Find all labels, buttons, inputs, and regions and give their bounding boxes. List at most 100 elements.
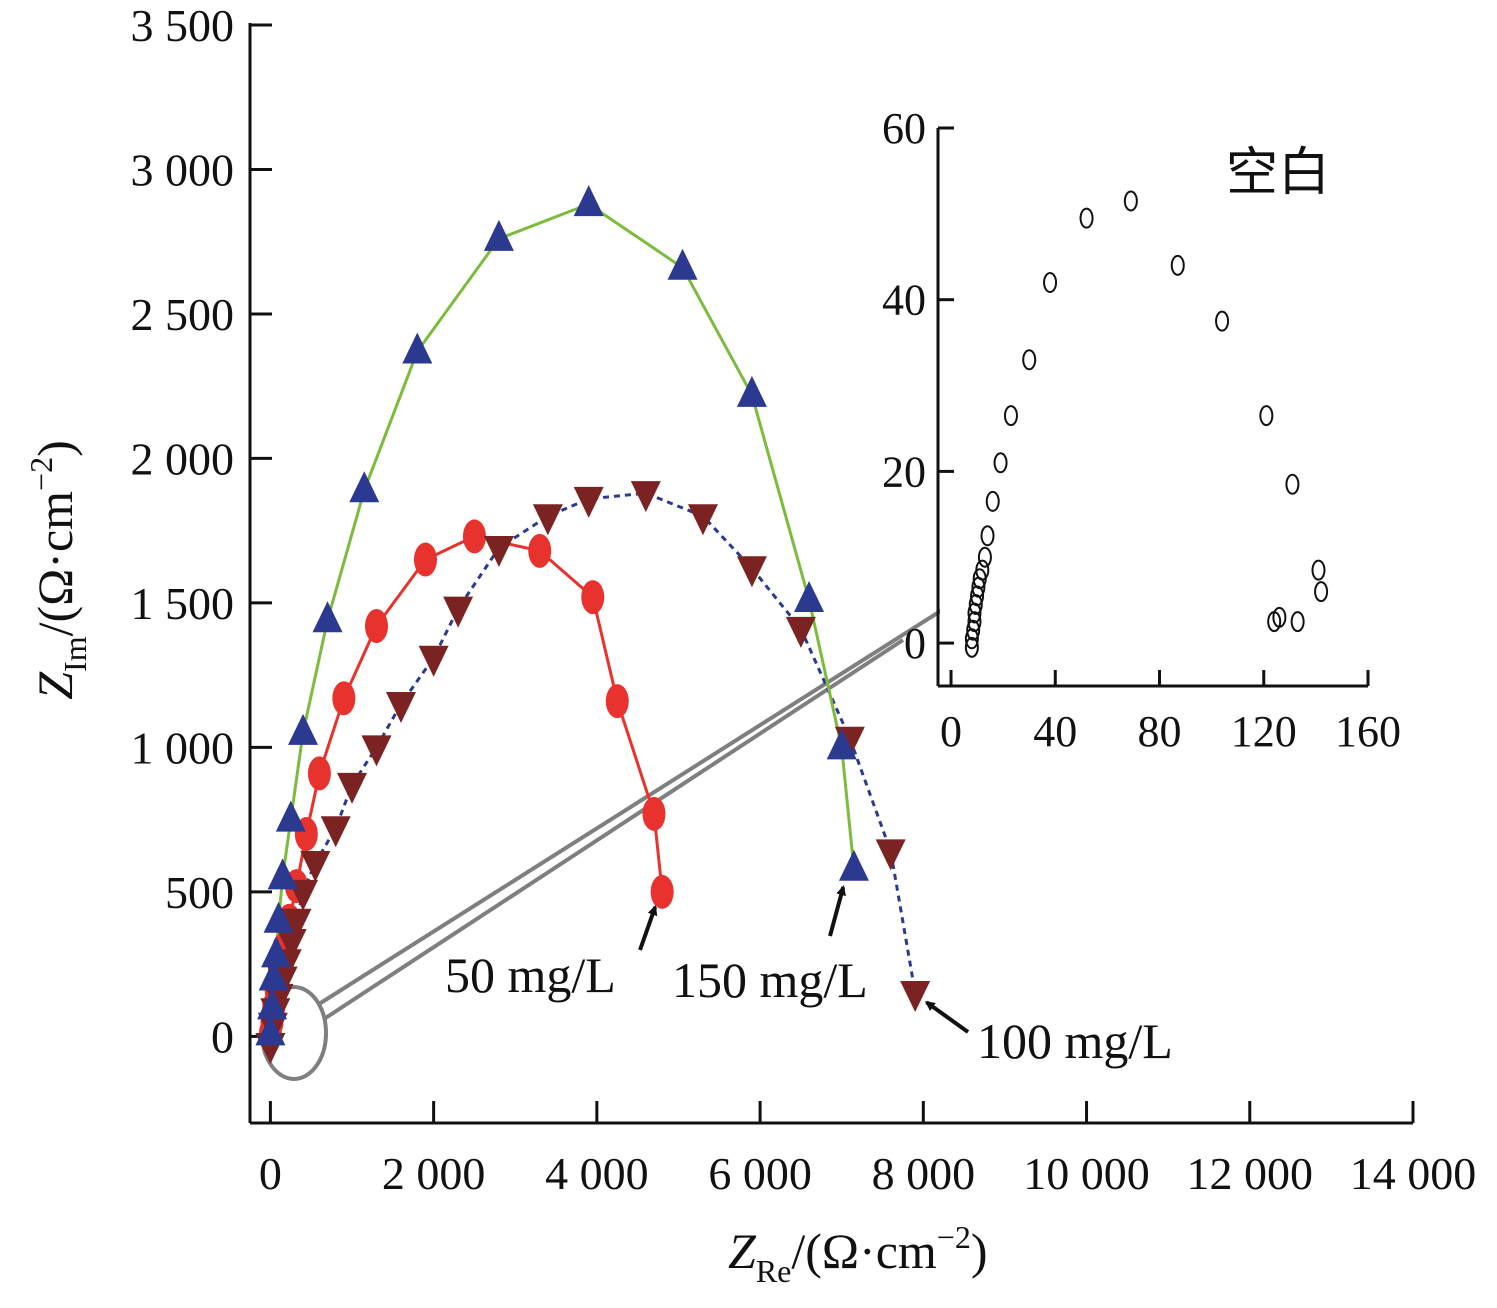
main-axis-labels: ZRe/(Ω·cm−2) ZIm/(Ω·cm−2) — [23, 440, 988, 1289]
inset-y-tick-label: 0 — [904, 619, 926, 668]
x-tick-label: 10 000 — [1023, 1148, 1150, 1199]
y-tick-label: 2 500 — [131, 289, 235, 340]
triangle-down-marker — [337, 772, 368, 804]
x-tick-label: 12 000 — [1187, 1148, 1314, 1199]
inset-y-tick-label: 40 — [882, 276, 926, 325]
y-tick-label: 0 — [211, 1011, 234, 1062]
x-tick-label: 2 000 — [382, 1148, 486, 1199]
open-circle-marker — [1259, 405, 1274, 427]
open-circle-marker — [1290, 611, 1305, 633]
circle-marker — [413, 542, 437, 577]
triangle-down-marker — [361, 735, 392, 767]
annotation-label: 50 mg/L — [445, 947, 616, 1003]
circle-marker — [462, 519, 486, 554]
y-tick-label: 2 000 — [131, 433, 235, 484]
open-circle-marker — [964, 636, 979, 658]
circle-marker — [365, 609, 389, 644]
triangle-up-marker — [838, 849, 869, 881]
x-tick-label: 8 000 — [872, 1148, 976, 1199]
inset-x-tick-label: 40 — [1033, 707, 1077, 756]
inset-y-tick-label: 60 — [882, 104, 926, 153]
triangle-down-marker — [443, 596, 474, 628]
triangle-up-marker — [402, 332, 433, 364]
open-circle-marker — [975, 559, 990, 581]
y-tick-label: 3 500 — [131, 0, 235, 51]
open-circle-marker — [1285, 473, 1300, 495]
circle-marker — [650, 874, 674, 909]
series-annotations: 50 mg/L 150 mg/L 100 mg/L — [445, 885, 1173, 1069]
triangle-up-marker — [263, 901, 294, 933]
main-axes: 0 2 000 4 000 6 000 8 000 10 000 12 000 14 000 0… — [131, 0, 1477, 1199]
open-circle-marker — [1311, 559, 1326, 581]
open-circle-marker — [1043, 272, 1058, 294]
inset-x-tick-label: 160 — [1335, 707, 1401, 756]
triangle-up-marker — [794, 581, 825, 613]
triangle-down-marker — [300, 850, 331, 882]
open-circle-marker — [1267, 611, 1282, 633]
triangle-down-marker — [573, 486, 604, 518]
inset-series-name: 空白 — [1226, 143, 1330, 203]
triangle-up-marker — [312, 601, 343, 633]
inset-x-tick-label: 0 — [940, 707, 962, 756]
annotation-arrow — [924, 1000, 970, 1034]
main-series-markers — [255, 185, 931, 1064]
open-circle-marker — [967, 611, 982, 633]
zoom-indicator — [260, 598, 960, 1081]
annotation-label: 100 mg/L — [977, 1013, 1173, 1069]
series-line — [268, 202, 856, 1034]
inset-y-tick-label: 20 — [882, 447, 926, 496]
triangle-up-marker — [267, 858, 298, 890]
inset-background — [940, 124, 1372, 686]
circle-marker — [332, 681, 356, 716]
circle-marker — [581, 580, 605, 615]
y-tick-label: 500 — [165, 867, 234, 918]
triangle-down-marker — [320, 816, 351, 848]
open-circle-marker — [1079, 207, 1094, 229]
x-tick-label: 4 000 — [545, 1148, 649, 1199]
x-axis-label: ZRe/(Ω·cm−2) — [728, 1219, 988, 1289]
x-tick-label: 0 — [259, 1148, 282, 1199]
triangle-up-marker — [826, 728, 857, 760]
inset-series-label: 空白 — [1226, 143, 1330, 203]
open-circle-marker — [966, 619, 981, 641]
y-tick-label: 1 500 — [131, 578, 235, 629]
triangle-up-marker — [573, 185, 604, 217]
triangle-up-marker — [258, 959, 289, 991]
open-circle-marker — [1123, 190, 1138, 212]
open-circle-marker — [977, 546, 992, 568]
triangle-up-marker — [736, 375, 767, 407]
triangle-down-marker — [281, 908, 312, 940]
triangle-down-marker — [630, 481, 661, 513]
open-circle-marker — [1215, 310, 1230, 332]
open-circle-marker — [985, 490, 1000, 512]
triangle-up-marker — [667, 248, 698, 280]
triangle-up-marker — [257, 988, 288, 1020]
x-tick-label: 6 000 — [708, 1148, 812, 1199]
y-tick-label: 3 000 — [131, 144, 235, 195]
zoom-connector-line — [322, 638, 905, 1021]
triangle-up-marker — [288, 713, 319, 745]
triangle-down-marker — [785, 616, 816, 648]
annotation-arrow — [638, 905, 658, 951]
triangle-down-marker — [687, 504, 718, 536]
zoom-connector-line — [317, 598, 960, 1006]
inset-axes: 0 40 80 120 160 0 20 40 60 — [882, 104, 1401, 756]
triangle-up-marker — [483, 219, 514, 251]
triangle-down-marker — [418, 645, 449, 677]
circle-marker — [528, 533, 552, 568]
open-circle-marker — [980, 525, 995, 547]
y-tick-label: 1 000 — [131, 722, 235, 773]
open-circle-marker — [1003, 405, 1018, 427]
y-axis-label: ZIm/(Ω·cm−2) — [23, 440, 93, 700]
circle-marker — [605, 684, 629, 719]
triangle-up-marker — [349, 471, 380, 503]
triangle-up-marker — [255, 1014, 286, 1046]
triangle-down-marker — [483, 535, 514, 567]
triangle-up-marker — [261, 936, 292, 968]
x-tick-label: 14 000 — [1350, 1148, 1477, 1199]
triangle-down-marker — [900, 980, 931, 1012]
open-circle-marker — [1170, 254, 1185, 276]
triangle-down-marker — [875, 839, 906, 871]
